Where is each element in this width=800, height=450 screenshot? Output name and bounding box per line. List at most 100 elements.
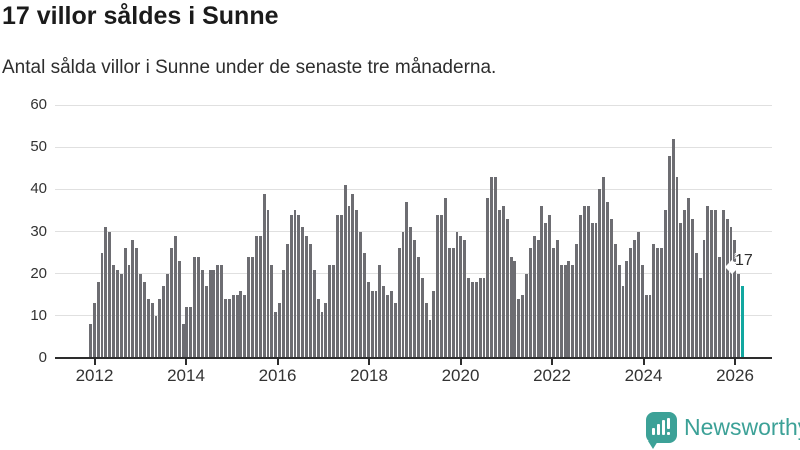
- bar: [501, 206, 505, 358]
- bar: [89, 324, 92, 358]
- bar: [444, 197, 447, 358]
- gridline: [55, 104, 772, 106]
- x-tick-mark: [368, 359, 370, 365]
- bar: [343, 185, 347, 358]
- bar: [177, 261, 181, 358]
- bar: [428, 320, 432, 358]
- bar: [193, 256, 197, 358]
- chart-subtitle: Antal sålda villor i Sunne under de sena…: [2, 57, 497, 78]
- bar: [243, 294, 247, 358]
- bar: [652, 244, 656, 358]
- bar: [532, 235, 536, 358]
- y-tick-label: 50: [30, 138, 47, 156]
- bar: [204, 286, 208, 358]
- x-axis-line: [55, 357, 772, 359]
- bar: [505, 218, 509, 358]
- bar: [108, 231, 112, 358]
- bar: [328, 265, 332, 358]
- bar: [694, 252, 698, 358]
- x-tick-mark: [276, 359, 279, 365]
- bar: [629, 248, 633, 358]
- bar: [606, 202, 609, 358]
- bar: [621, 286, 625, 358]
- newsworthy-wordmark: Newsworthy: [684, 414, 800, 440]
- bar: [536, 239, 540, 358]
- bar: [690, 218, 694, 358]
- bar: [644, 294, 648, 358]
- bar: [706, 206, 710, 358]
- bar: [667, 155, 671, 358]
- bar: [571, 265, 575, 358]
- bar: [609, 218, 613, 358]
- bar: [374, 290, 378, 358]
- bar: [702, 239, 706, 358]
- bar: [293, 210, 297, 358]
- page-title: 17 villor såldes i Sunne: [2, 2, 279, 30]
- bar: [594, 223, 598, 358]
- bar: [297, 214, 301, 358]
- bar: [671, 138, 675, 358]
- bar: [660, 248, 663, 358]
- bar: [498, 210, 501, 358]
- bar: [362, 252, 366, 358]
- y-tick-label: 40: [30, 180, 47, 198]
- bar: [633, 239, 636, 358]
- bar: [559, 265, 563, 358]
- bar: [567, 261, 571, 358]
- bar: [200, 269, 204, 358]
- bar: [714, 210, 718, 358]
- bar: [212, 269, 216, 358]
- y-tick-label: 0: [38, 349, 47, 366]
- bar: [370, 290, 374, 358]
- bar: [424, 303, 428, 358]
- bar: [351, 193, 355, 358]
- x-tick-label: 2024: [624, 366, 663, 385]
- bar: [401, 231, 405, 358]
- x-tick-mark: [642, 359, 645, 365]
- newsworthy-bubble-chart-icon: [646, 412, 677, 449]
- bar: [555, 239, 559, 358]
- bar: [227, 299, 231, 358]
- highlight-value-label: 17: [735, 252, 753, 269]
- bar: [552, 248, 555, 358]
- bar: [721, 210, 725, 358]
- bar: [513, 261, 517, 358]
- bar: [224, 299, 227, 358]
- bar: [494, 176, 498, 358]
- bar: [517, 299, 521, 358]
- bar: [729, 227, 733, 358]
- newsworthy-logo[interactable]: Newsworthy: [646, 412, 800, 449]
- bar: [521, 294, 525, 358]
- bar: [675, 176, 679, 358]
- bar: [100, 252, 104, 358]
- bar: [586, 206, 590, 358]
- x-tick-label: 2014: [167, 366, 205, 385]
- bar: [582, 206, 586, 358]
- bar: [625, 261, 629, 358]
- bar: [710, 210, 714, 358]
- bar: [563, 265, 567, 358]
- bar: [104, 227, 108, 358]
- bar: [397, 248, 401, 358]
- bar: [420, 277, 424, 358]
- bar: [548, 214, 552, 358]
- bar: [405, 202, 409, 358]
- bar: [162, 286, 166, 358]
- bar: [270, 265, 274, 358]
- bar: [386, 294, 390, 358]
- bar: [440, 214, 444, 358]
- bar: [687, 197, 690, 358]
- bar: [332, 265, 335, 358]
- bar: [316, 299, 320, 358]
- bar: [598, 189, 602, 358]
- gridline: [55, 231, 772, 232]
- bar: [301, 227, 305, 358]
- x-tick-label: 2012: [75, 366, 114, 385]
- x-tick-label: 2018: [350, 366, 388, 385]
- bar: [417, 256, 420, 358]
- gridline: [55, 188, 772, 190]
- bar: [613, 244, 617, 358]
- bar: [525, 273, 528, 358]
- bar: [131, 239, 135, 358]
- bar: [220, 265, 224, 358]
